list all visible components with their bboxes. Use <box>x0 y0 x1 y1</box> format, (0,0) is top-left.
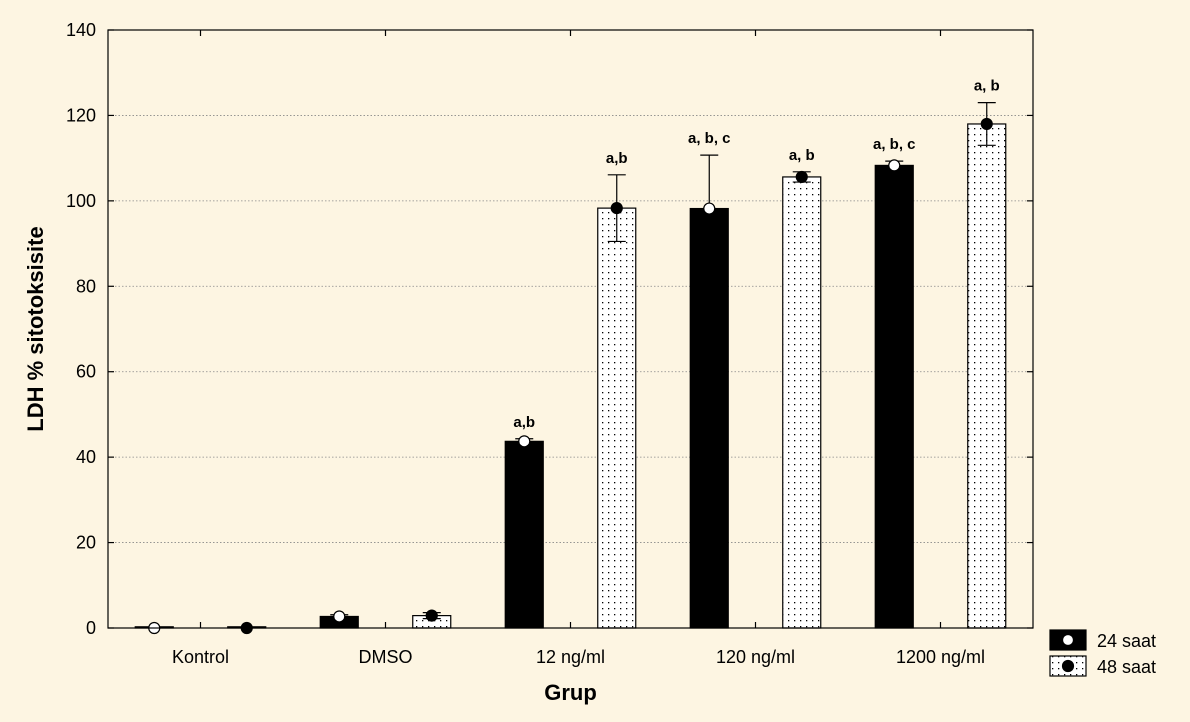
data-point <box>888 159 901 172</box>
y-axis-ticks: 0 20 40 60 80 100 120 140 <box>66 20 1033 638</box>
y-tick-label: 40 <box>76 447 96 467</box>
annotations: a,b a, b, c a, b, c a,b a, b a, b <box>513 78 999 431</box>
data-point <box>425 609 438 622</box>
x-tick-label: Kontrol <box>172 647 229 667</box>
y-tick-label: 100 <box>66 191 96 211</box>
significance-label: a, b <box>974 78 1000 95</box>
x-axis-ticks: Kontrol DMSO 12 ng/ml 120 ng/ml 1200 ng/ml <box>172 30 985 667</box>
legend-marker <box>1061 633 1075 647</box>
y-tick-label: 20 <box>76 533 96 553</box>
data-point <box>610 202 623 215</box>
data-point <box>333 610 346 623</box>
y-axis-title: LDH % sitotoksisite <box>23 226 48 431</box>
y-tick-label: 60 <box>76 362 96 382</box>
bar-48-saat <box>782 176 822 629</box>
legend-marker <box>1061 659 1075 673</box>
bar-48-saat <box>967 123 1007 629</box>
bar-48-saat <box>597 207 637 629</box>
significance-label: a, b, c <box>688 130 731 147</box>
legend: 24 saat 48 saat <box>1049 629 1156 677</box>
y-tick-label: 120 <box>66 105 96 125</box>
bar-24-saat <box>689 207 729 629</box>
x-tick-label: DMSO <box>359 647 413 667</box>
x-axis-title: Grup <box>544 680 597 705</box>
bar-24-saat <box>504 440 544 629</box>
y-tick-label: 0 <box>86 618 96 638</box>
x-tick-label: 1200 ng/ml <box>896 647 985 667</box>
significance-label: a, b <box>789 147 815 164</box>
point-markers <box>148 117 993 635</box>
significance-label: a,b <box>513 414 535 431</box>
bars <box>134 123 1007 629</box>
bar-24-saat <box>874 164 914 629</box>
significance-label: a,b <box>606 150 628 167</box>
data-point <box>795 170 808 184</box>
significance-label: a, b, c <box>873 136 916 153</box>
data-point <box>518 435 531 448</box>
legend-label: 48 saat <box>1097 657 1156 677</box>
x-tick-label: 12 ng/ml <box>536 647 605 667</box>
x-tick-label: 120 ng/ml <box>716 647 795 667</box>
y-tick-label: 80 <box>76 276 96 296</box>
legend-label: 24 saat <box>1097 631 1156 651</box>
data-point <box>980 117 993 131</box>
y-tick-label: 140 <box>66 20 96 40</box>
data-point <box>703 202 716 215</box>
